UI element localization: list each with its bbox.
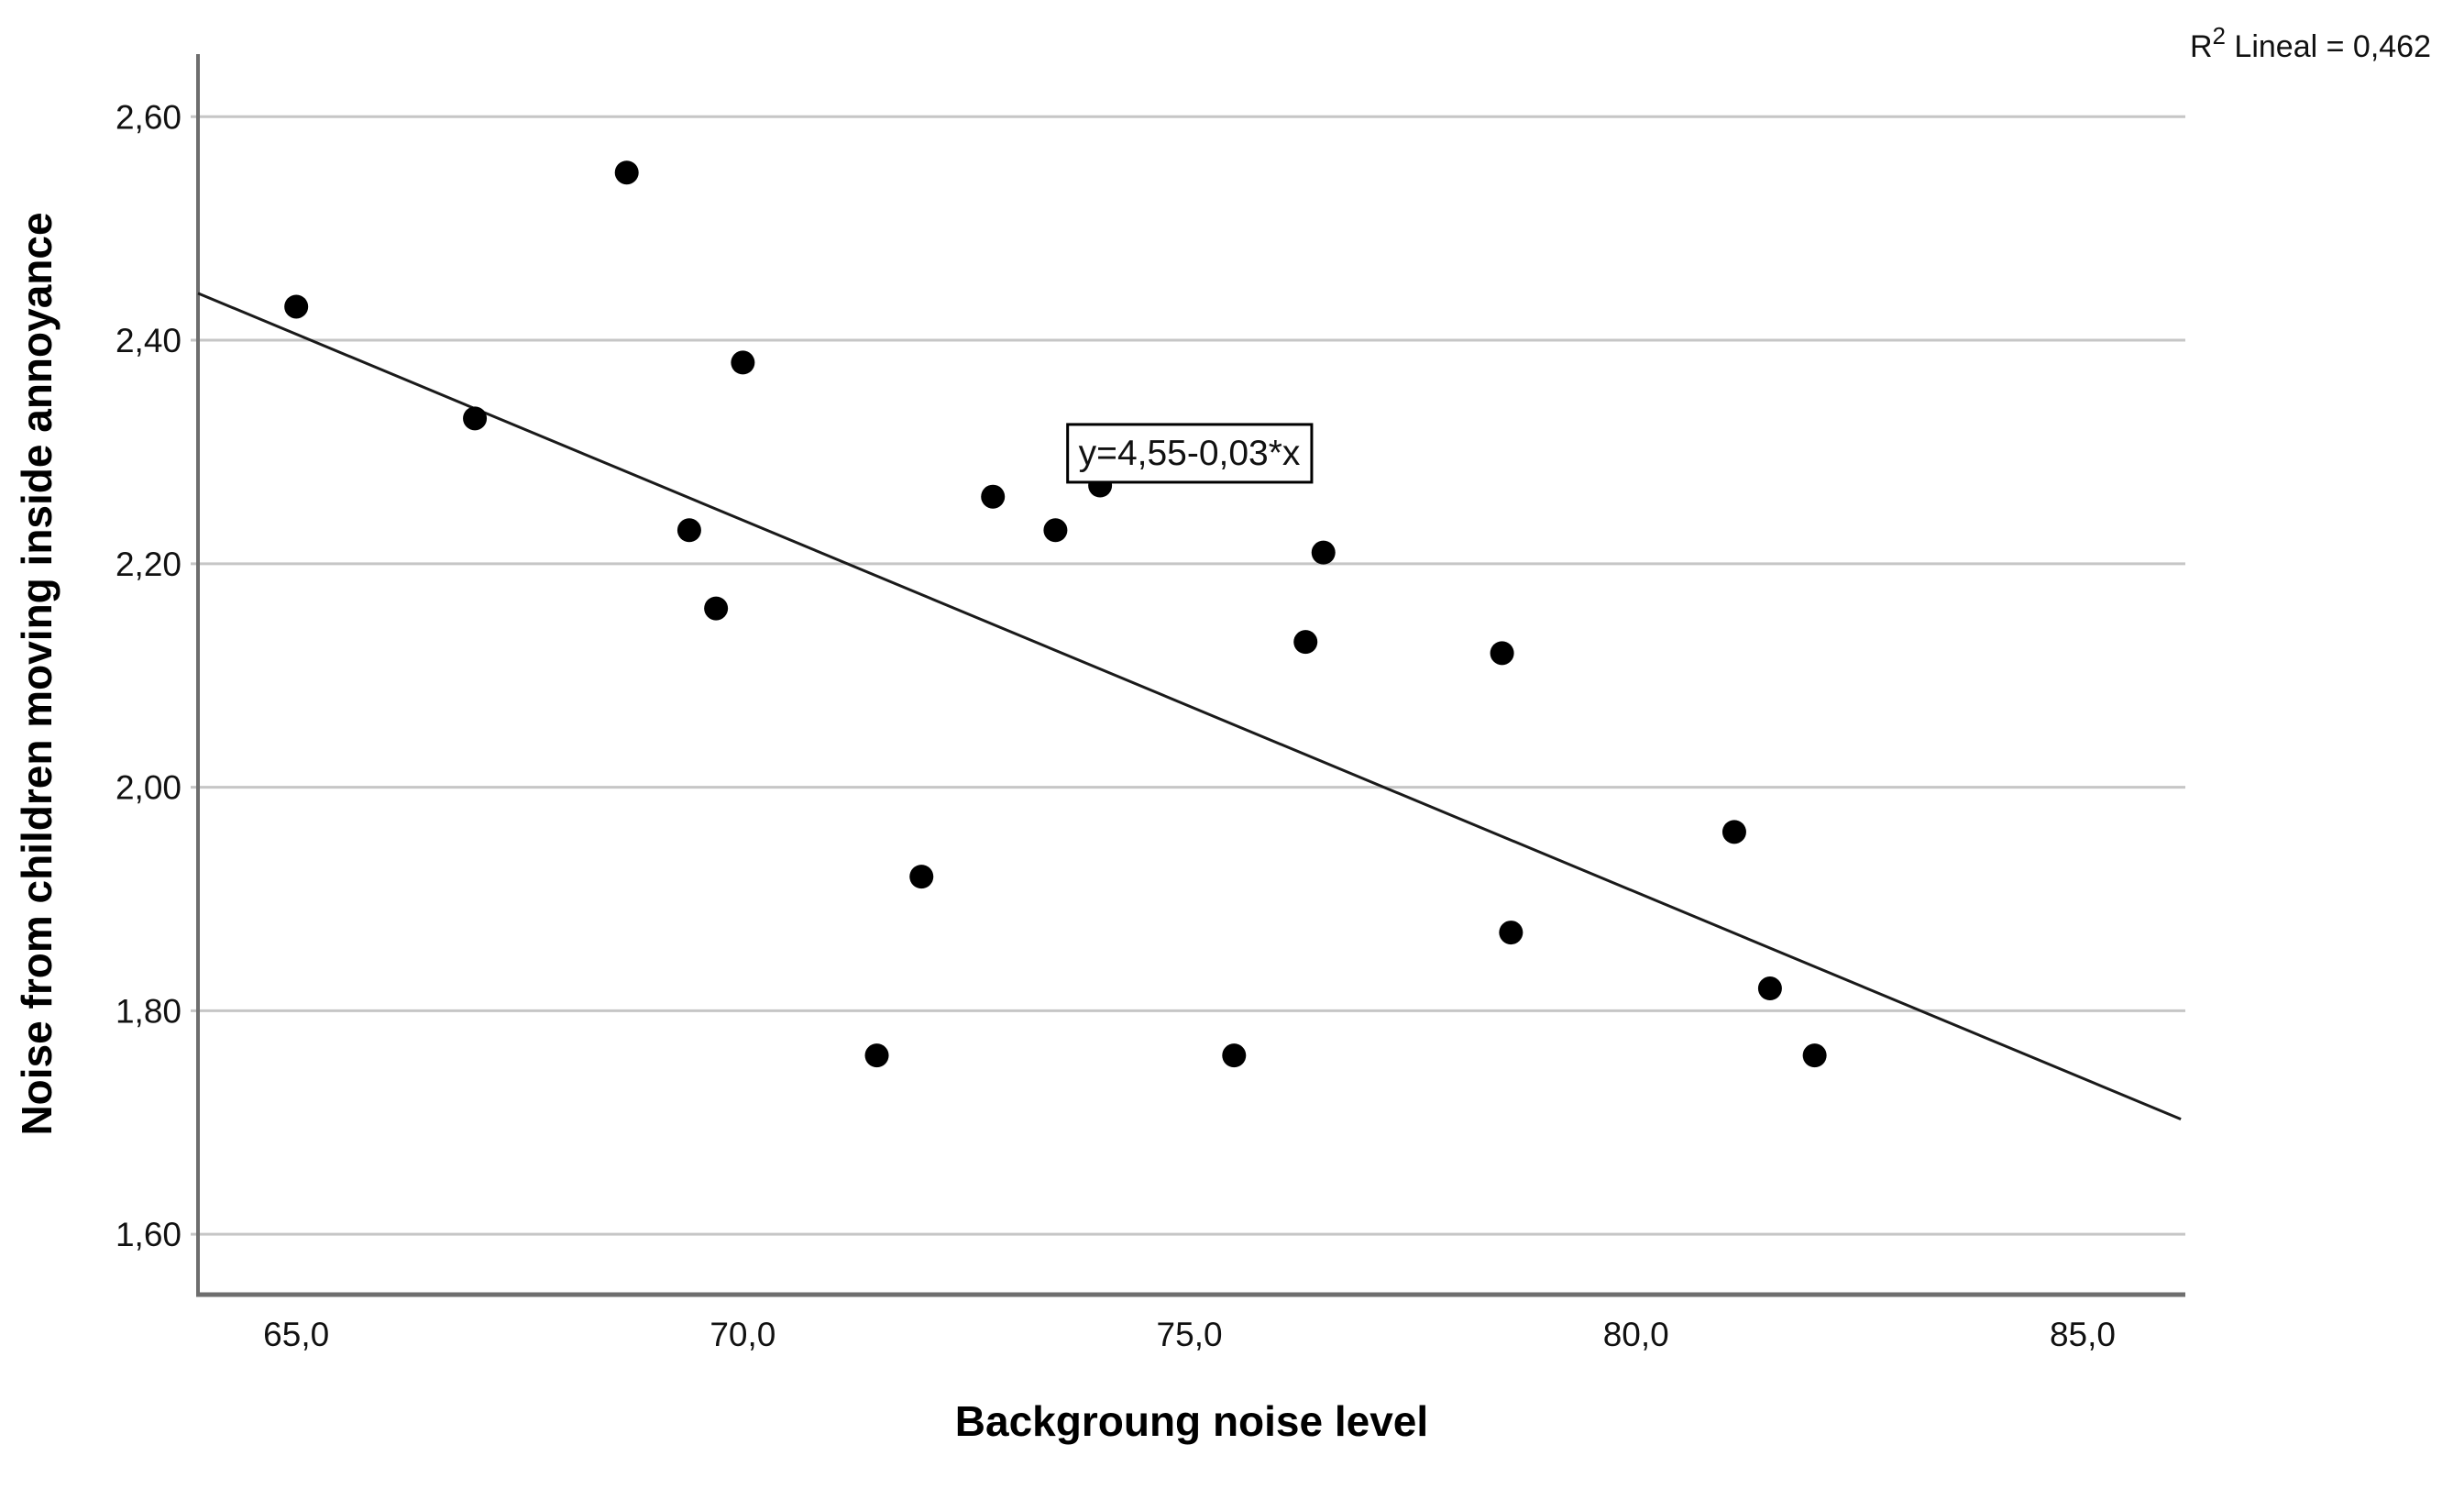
y-tick-label: 2,60 <box>116 98 182 136</box>
data-point <box>981 484 1006 509</box>
regression-line <box>197 292 2182 1121</box>
data-point <box>1499 921 1524 945</box>
data-point <box>1490 641 1514 666</box>
y-tick-label: 2,20 <box>116 546 182 583</box>
data-point <box>1757 976 1782 1001</box>
data-point <box>731 350 755 375</box>
data-point <box>909 865 934 889</box>
data-point <box>1722 820 1746 844</box>
data-point <box>284 294 309 319</box>
data-point <box>1293 630 1318 655</box>
x-tick-label: 75,0 <box>1157 1316 1223 1353</box>
data-point <box>1311 540 1336 565</box>
equation-annotation: y=4,55-0,03*x <box>1066 423 1314 484</box>
x-tick-label: 85,0 <box>2050 1316 2116 1353</box>
data-point <box>1222 1043 1247 1068</box>
y-tick-label: 2,40 <box>116 322 182 359</box>
y-axis-title: Noise from children moving inside annoya… <box>13 212 60 1135</box>
r-squared-label: R2 Lineal = 0,462 <box>2190 22 2431 64</box>
gridlines <box>191 115 2185 1236</box>
equation-label: y=4,55-0,03*x <box>1079 434 1301 473</box>
data-point <box>704 596 729 621</box>
data-point <box>614 160 639 185</box>
y-tick-label: 2,00 <box>116 769 182 807</box>
data-point <box>463 406 488 431</box>
x-tick-label: 70,0 <box>710 1316 776 1353</box>
data-points-layer <box>284 160 1827 1068</box>
data-point <box>676 518 701 543</box>
axes <box>196 54 2185 1297</box>
regression-line-layer <box>197 292 2182 1121</box>
data-point <box>1043 518 1068 543</box>
y-tick-label: 1,60 <box>116 1216 182 1253</box>
tick-labels: 1,60 1,80 2,00 2,20 2,40 2,60 65,0 70,0 75,0 80,0… <box>116 98 2116 1353</box>
x-tick-label: 65,0 <box>263 1316 329 1353</box>
x-tick-label: 80,0 <box>1603 1316 1669 1353</box>
y-tick-label: 1,80 <box>116 992 182 1030</box>
data-point <box>864 1043 889 1068</box>
x-axis-title: Backgroung noise level <box>955 1397 1428 1445</box>
equation-box <box>1066 423 1314 484</box>
data-point <box>1802 1043 1827 1068</box>
